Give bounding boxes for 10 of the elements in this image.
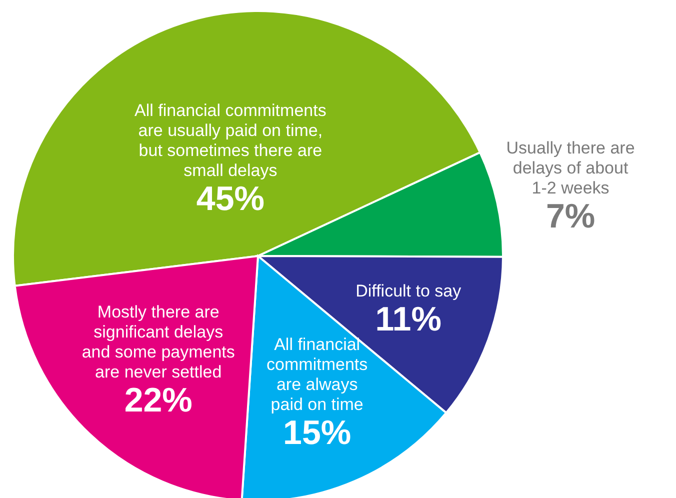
data-label: 45% [196, 180, 264, 218]
data-label: 7% [546, 197, 596, 236]
data-label: 22% [124, 381, 192, 420]
data-label: 11% [375, 300, 442, 339]
data-label: 15% [283, 414, 352, 452]
slice-label: All financial commitments are always paid on time [266, 334, 368, 414]
slice-label: Usually there are delays of about 1-2 weeks [506, 138, 635, 198]
slice-label: Mostly there are significant delays and some payments are never settled [82, 302, 235, 382]
slice-label: Difficult to say [356, 282, 462, 301]
slice-label: All financial commitments are usually paid on time, but sometimes there are small delays [134, 100, 326, 180]
